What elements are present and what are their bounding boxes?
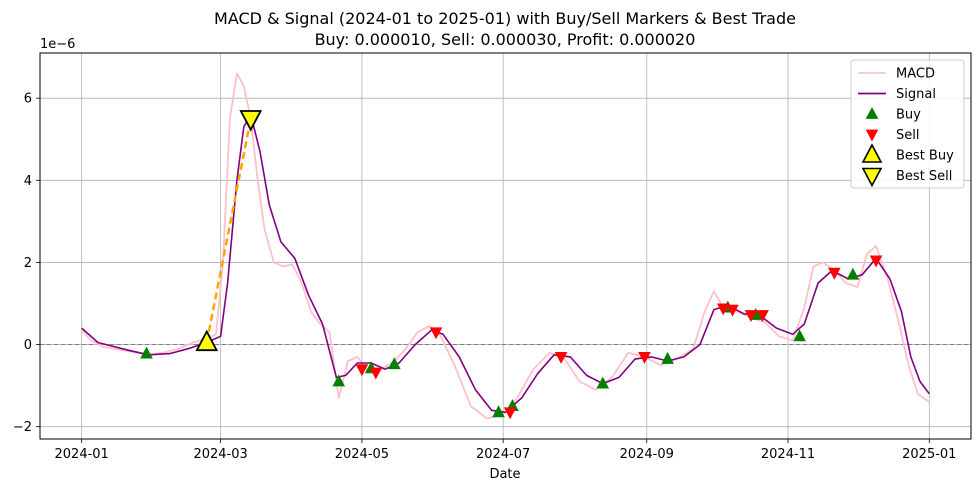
legend-item: Best Sell [861,167,952,188]
sell-marker [355,364,369,377]
legend-swatch-sell [865,129,879,142]
sell-marker [638,351,651,364]
plot-frame [39,52,972,440]
chart-subtitle: Buy: 0.000010, Sell: 0.000030, Profit: 0… [315,30,696,49]
legend-item: Buy [865,107,921,123]
legend: MACD Signal Buy Sell Best Buy Best Sell [850,59,965,189]
x-tick-label: 2024-05 [335,447,389,462]
y-tick-label: 4 [24,174,32,189]
sell-marker [869,255,883,268]
y-tick-label: −2 [13,420,32,435]
buy-marker [661,351,674,364]
legend-item: MACD [858,67,935,82]
sell-marker [744,310,758,322]
plot-area [40,53,971,439]
best-trade-line [205,118,252,343]
series-line-signal [81,113,930,414]
x-tick-label: 2024-07 [476,447,530,462]
x-tick-label: 2024-03 [193,447,247,462]
x-tick-label: 2025-01 [902,447,956,462]
sell-marker [503,407,517,420]
y-tick-label: 2 [24,256,32,271]
sell-marker [726,304,739,317]
sell-marker [369,367,383,380]
buy-marker [388,357,401,370]
x-axis: 2024-01 2024-03 2024-05 2024-07 2024-09 2024-… [55,439,956,462]
legend-swatch-best-sell [861,167,883,188]
sell-marker [554,351,568,364]
y-tick-label: 0 [24,338,32,353]
legend-label: Signal [896,87,936,102]
chart-title: MACD & Signal (2024-01 to 2025-01) with … [214,9,796,28]
y-multiplier-label: 1e−6 [40,37,75,52]
marker-layer [140,110,883,420]
y-tick-label: 6 [24,92,32,107]
legend-item: Best Buy [861,143,954,164]
legend-item: Signal [858,87,936,102]
series-line-macd [81,72,930,420]
legend-swatch-buy [865,107,879,119]
sell-marker [756,310,769,322]
buy-marker [846,267,860,280]
sell-marker [716,303,730,316]
x-tick-label: 2024-09 [620,447,674,462]
series-layer [81,72,930,420]
buy-marker [332,374,346,387]
legend-swatch-best-buy [861,143,883,163]
best-buy-marker [195,329,219,352]
legend-item: Sell [865,128,919,143]
legend-label: MACD [896,67,935,82]
buy-marker [140,346,153,359]
x-tick-label: 2024-11 [761,447,815,462]
buy-marker [596,376,610,389]
x-tick-label: 2024-01 [55,447,109,462]
legend-label: Best Sell [896,169,952,184]
buy-marker [793,329,806,342]
legend-label: Buy [896,108,921,123]
sell-marker [429,327,443,340]
buy-marker [492,405,505,418]
legend-label: Best Buy [896,149,954,164]
legend-label: Sell [896,128,919,143]
best-sell-marker [239,110,263,132]
legend-box [850,59,965,189]
y-axis: −2 0 2 4 6 [13,92,40,435]
x-axis-label: Date [489,467,520,482]
sell-marker [828,267,841,280]
